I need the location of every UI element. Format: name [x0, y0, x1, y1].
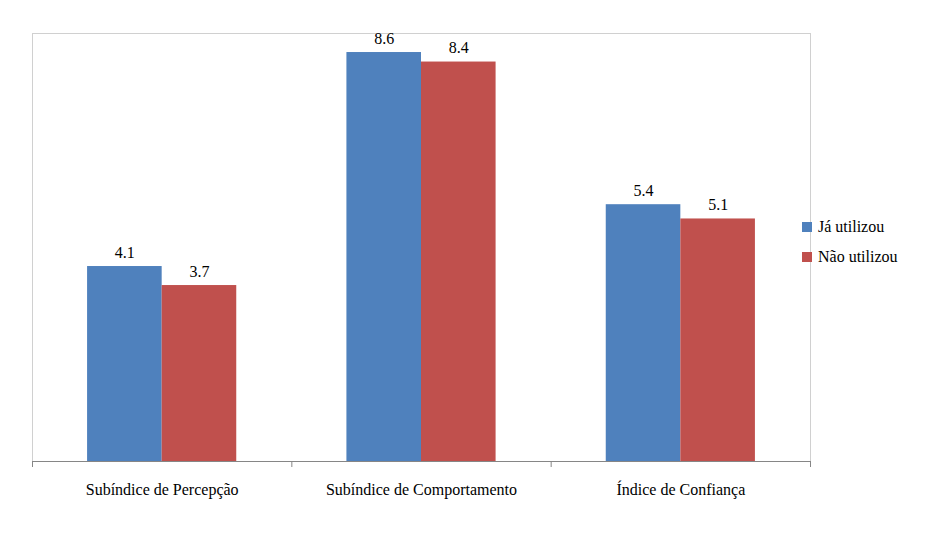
svg-text:4.1: 4.1: [115, 244, 135, 261]
svg-text:8.6: 8.6: [374, 30, 394, 47]
svg-text:5.1: 5.1: [708, 196, 728, 213]
svg-text:Subíndice de Comportamento: Subíndice de Comportamento: [326, 481, 517, 499]
svg-text:3.7: 3.7: [189, 263, 209, 280]
svg-text:Subíndice de Percepção: Subíndice de Percepção: [86, 481, 239, 499]
html-text:Já utilizou: Já utilizou: [818, 218, 885, 235]
svg-text:Índice de Confiança: Índice de Confiança: [616, 480, 745, 499]
svg-text:8.4: 8.4: [449, 39, 469, 56]
html-text:Não utilizou: Não utilizou: [818, 248, 898, 265]
svg-text:5.4: 5.4: [634, 182, 654, 199]
